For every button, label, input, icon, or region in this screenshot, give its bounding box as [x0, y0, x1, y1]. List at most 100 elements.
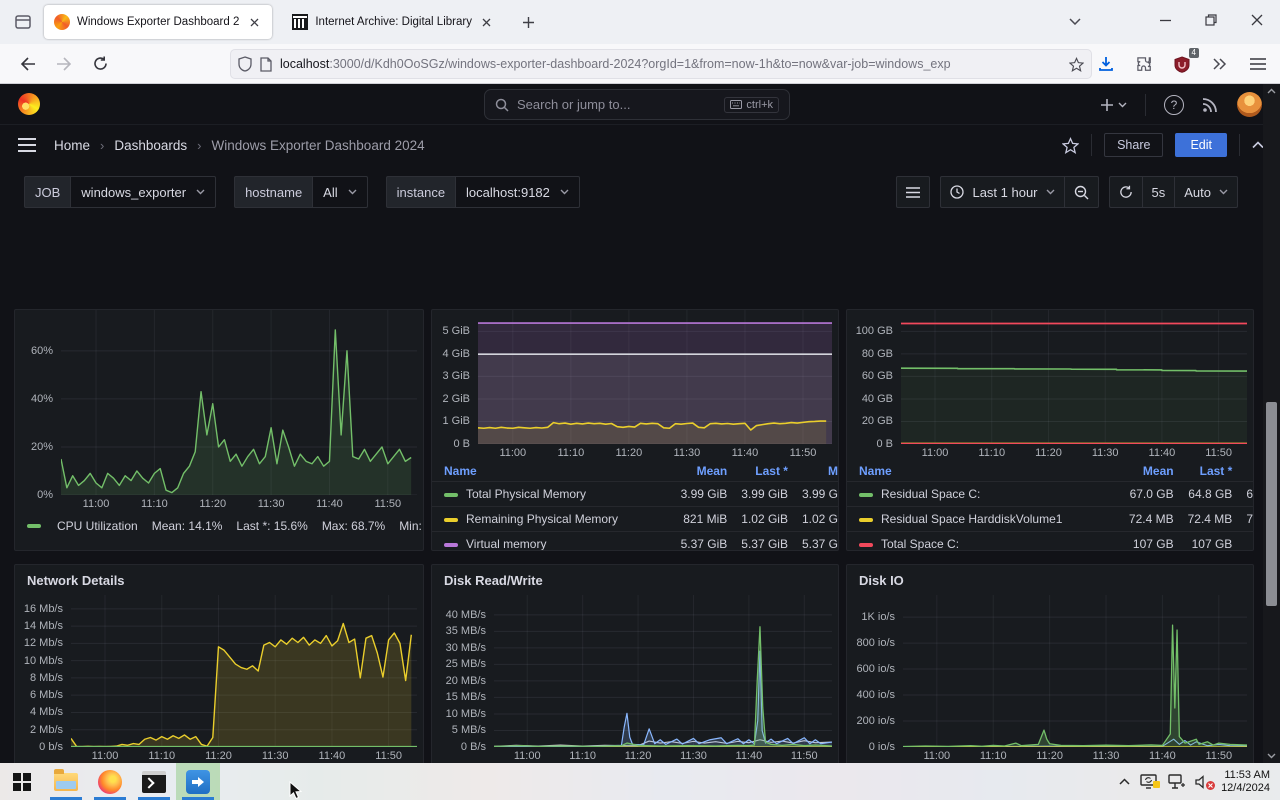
legend-row[interactable]: Residual Space HarddiskVolume1 72.4 MB 72.…: [847, 506, 1253, 532]
taskbar-firefox[interactable]: [88, 763, 132, 800]
y-tick-label: 5 MB/s: [451, 724, 486, 737]
taskbar-clock[interactable]: 11:53 AM 12/4/2024: [1221, 769, 1270, 795]
legend-row[interactable]: Virtual memory 5.37 GiB 5.37 GiB 5.37 G: [432, 531, 838, 550]
legend-value: 107 GB: [1114, 531, 1174, 550]
kiosk-menu-button[interactable]: [896, 176, 931, 208]
chart-plot-area[interactable]: 0 io/s 200 io/s 400 io/s 600 io/s 800 io/s 1K…: [847, 595, 1253, 753]
chart-plot-area[interactable]: 0 B/s 5 MB/s 10 MB/s 15 MB/s 20 MB/s 25 MB/s 3…: [432, 595, 838, 753]
bookmark-star-icon[interactable]: [1069, 56, 1084, 72]
site-info-page-icon[interactable]: [260, 56, 272, 72]
time-range-picker[interactable]: Last 1 hour: [940, 176, 1064, 208]
tray-display-sync-icon[interactable]: [1140, 774, 1161, 789]
panel-title[interactable]: Disk Read/Write: [444, 572, 543, 588]
extensions-puzzle-icon[interactable]: [1128, 48, 1160, 80]
zoom-out-time-button[interactable]: [1063, 176, 1099, 208]
news-rss-icon[interactable]: [1202, 96, 1219, 113]
system-tray: 11:53 AM 12/4/2024: [1119, 763, 1280, 800]
y-tick-label: 0 B/s: [460, 741, 486, 753]
chart-plot-area[interactable]: 0% 20% 40% 60%: [15, 310, 423, 501]
panel-title[interactable]: Disk IO: [859, 572, 904, 588]
tab-close-icon[interactable]: [479, 14, 495, 30]
favorite-star-icon[interactable]: [1062, 136, 1080, 154]
ublock-origin-icon[interactable]: 4: [1166, 48, 1199, 80]
overflow-menu-icon[interactable]: [1204, 48, 1236, 80]
variable-hostname-select[interactable]: All: [312, 176, 368, 208]
refresh-icon: [1119, 185, 1132, 198]
tray-network-icon[interactable]: [1167, 774, 1186, 789]
user-avatar[interactable]: [1237, 92, 1262, 117]
url-bar[interactable]: localhost:3000/d/Kdh0OoSGz/windows-expor…: [230, 49, 1092, 79]
edit-button[interactable]: Edit: [1175, 133, 1227, 157]
grafana-favicon-icon: [54, 14, 70, 30]
chart-plot-area[interactable]: 0 b/s 2 Mb/s 4 Mb/s 6 Mb/s 8 Mb/s 10 Mb/s 12 M…: [15, 595, 423, 753]
taskbar-terminal[interactable]: [132, 763, 176, 800]
refresh-button[interactable]: [1108, 176, 1142, 208]
page-scrollbar[interactable]: [1263, 84, 1280, 763]
mega-menu-hamburger-icon[interactable]: [18, 138, 36, 152]
app-menu-hamburger-icon[interactable]: [1242, 48, 1274, 80]
reload-button[interactable]: [84, 48, 116, 80]
scroll-up-arrow-icon[interactable]: [1263, 84, 1280, 98]
downloads-button[interactable]: [1090, 48, 1122, 80]
legend-value: 64.8 GB: [1173, 481, 1233, 507]
legend-column-header[interactable]: Name: [859, 464, 892, 478]
search-input[interactable]: Search or jump to... ctrl+k: [484, 89, 790, 120]
chart-plot-area[interactable]: 0 B 1 GiB 2 GiB 3 GiB 4 GiB 5 GiB: [432, 310, 838, 450]
back-button[interactable]: [12, 48, 44, 80]
help-button[interactable]: ?: [1164, 94, 1184, 115]
tray-volume-muted-icon[interactable]: [1195, 774, 1216, 790]
scroll-down-arrow-icon[interactable]: [1263, 749, 1280, 763]
breadcrumb-dashboards[interactable]: Dashboards: [114, 137, 188, 153]
chart-plot-area[interactable]: 0 B 20 GB 40 GB 60 GB 80 GB 100 GB: [847, 310, 1253, 450]
variable-job-select[interactable]: windows_exporter: [70, 176, 217, 208]
legend-column-header[interactable]: Mean: [1142, 464, 1174, 478]
collapse-chevron-up-icon[interactable]: [1252, 141, 1264, 149]
taskbar-file-explorer[interactable]: [44, 763, 88, 800]
grafana-logo-icon[interactable]: [18, 93, 40, 115]
window-restore-button[interactable]: [1188, 0, 1234, 40]
legend-row[interactable]: Total Space C: 107 GB 107 GB: [847, 531, 1253, 550]
scrollbar-thumb[interactable]: [1266, 402, 1277, 606]
legend-column-header[interactable]: Last *: [1199, 464, 1233, 478]
list-all-tabs-button[interactable]: [1060, 6, 1090, 36]
legend-column-header[interactable]: Name: [444, 464, 477, 478]
y-tick-label: 0 b/s: [39, 741, 63, 753]
legend-row[interactable]: Total Physical Memory 3.99 GiB 3.99 GiB 3.9…: [432, 481, 838, 507]
forward-button[interactable]: [48, 48, 80, 80]
legend-swatch: [859, 542, 873, 547]
legend-column-header[interactable]: M: [828, 464, 838, 478]
plus-icon: [1101, 98, 1113, 111]
window-minimize-button[interactable]: [1142, 0, 1188, 40]
share-button[interactable]: Share: [1104, 133, 1164, 157]
legend-row[interactable]: Remaining Physical Memory 821 MiB 1.02 GiB…: [432, 506, 838, 532]
legend-row[interactable]: Residual Space C: 67.0 GB 64.8 GB 6: [847, 481, 1253, 507]
taskbar-active-app[interactable]: [176, 763, 220, 800]
legend-series-name[interactable]: CPU Utilization: [27, 519, 138, 533]
firefox-view-icon[interactable]: [8, 7, 38, 37]
browser-tab-archive[interactable]: Internet Archive: Digital Library: [282, 5, 505, 39]
tab-close-icon[interactable]: [246, 14, 262, 30]
refresh-interval[interactable]: 5s: [1141, 176, 1175, 208]
panel-title[interactable]: Network Details: [27, 572, 125, 588]
refresh-mode-select[interactable]: Auto: [1174, 176, 1238, 208]
chart-svg: [71, 595, 417, 747]
grafana-top-nav: Search or jump to... ctrl+k ?: [0, 84, 1280, 125]
legend-column-header[interactable]: Last *: [755, 464, 788, 478]
chevron-down-icon: [1219, 189, 1228, 195]
variable-instance-select[interactable]: localhost:9182: [455, 176, 580, 208]
grafana-app: Search or jump to... ctrl+k ?: [0, 84, 1280, 800]
window-close-button[interactable]: [1234, 0, 1280, 40]
add-new-button[interactable]: [1100, 98, 1127, 112]
mouse-cursor: [289, 781, 302, 800]
legend-value: 72.4 MB: [1114, 506, 1174, 532]
start-button[interactable]: [0, 763, 44, 800]
tracking-protection-shield-icon[interactable]: [238, 56, 252, 72]
tray-show-hidden-icons-chevron[interactable]: [1119, 778, 1130, 785]
legend-column-header[interactable]: [1232, 462, 1253, 482]
help-glyph: ?: [1170, 97, 1178, 112]
legend-column-header[interactable]: Mean: [696, 464, 728, 478]
browser-tab-grafana[interactable]: Windows Exporter Dashboard 2: [44, 5, 273, 39]
breadcrumb-home[interactable]: Home: [54, 137, 91, 153]
new-tab-button[interactable]: [515, 8, 543, 36]
y-tick-label: 40 GB: [861, 392, 893, 405]
